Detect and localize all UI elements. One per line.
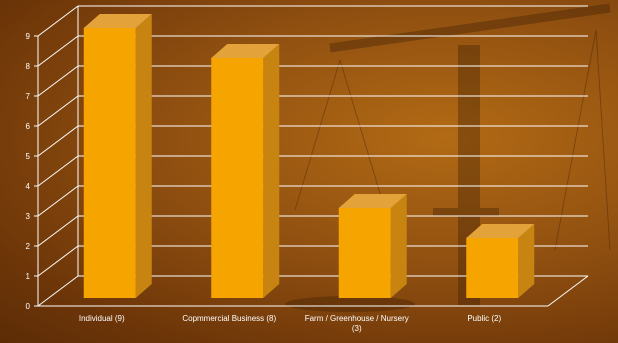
x-tick-label: Public (2) (467, 314, 501, 323)
gridline-side (37, 155, 79, 187)
x-tick-label: Farm / Greenhouse / Nursery (305, 314, 409, 323)
gridline-side (37, 95, 79, 127)
bar-top (211, 44, 280, 58)
x-tick-label: Individual (9) (79, 314, 125, 323)
y-tick-label: 8 (26, 62, 31, 71)
floor-left-edge (37, 275, 79, 307)
y-tick-label: 2 (26, 242, 31, 251)
y-tick-label: 6 (26, 122, 31, 131)
y-tick-label: 4 (26, 182, 31, 191)
bar-side (390, 194, 407, 298)
bar-side (263, 44, 280, 298)
bar-top (83, 14, 152, 28)
bar (211, 58, 264, 298)
scale-decoration (285, 3, 611, 312)
bar (338, 208, 391, 298)
y-tick-label: 3 (26, 212, 31, 221)
y-tick-label: 5 (26, 152, 31, 161)
bar-side (135, 14, 152, 298)
gridline-side (37, 185, 79, 217)
floor-right-edge (547, 275, 589, 307)
x-tick-label-line2: (3) (352, 324, 362, 333)
y-tick-label: 7 (26, 92, 31, 101)
y-tick-label: 1 (26, 272, 31, 281)
gridline-side (37, 5, 79, 37)
y-tick-label: 9 (26, 32, 31, 41)
bar (466, 238, 519, 298)
x-tick-label: Copmmercial Business (8) (182, 314, 276, 323)
gridline-side (37, 245, 79, 277)
gridline-side (37, 65, 79, 97)
gridline-side (37, 125, 79, 157)
bar-side (518, 224, 535, 298)
bar (83, 28, 136, 298)
bar-top (466, 224, 535, 238)
gridline-side (37, 35, 79, 67)
bar-top (338, 194, 407, 208)
y-tick-label: 0 (26, 302, 31, 311)
gridline-side (37, 215, 79, 247)
